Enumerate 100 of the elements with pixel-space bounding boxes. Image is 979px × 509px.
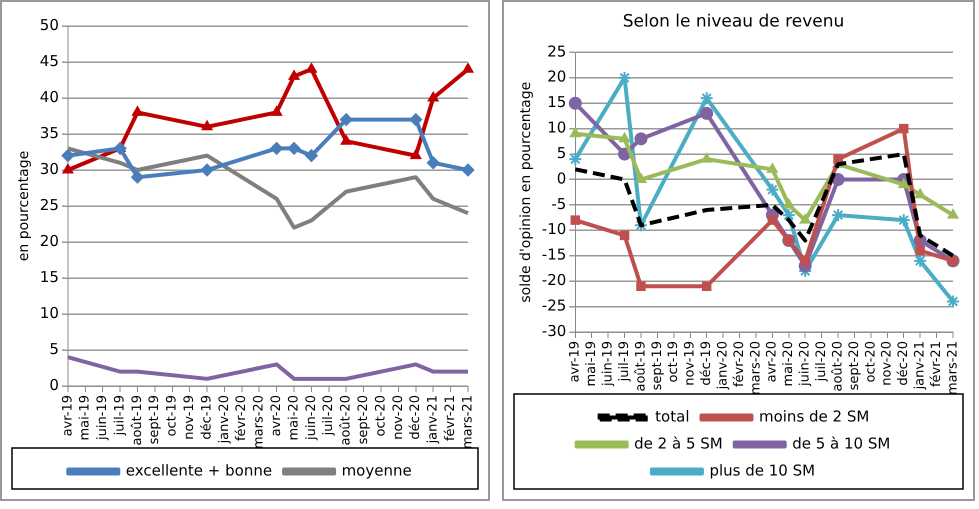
x-tick-label: oct-19 — [164, 395, 180, 436]
x-tick-label: août-19 — [633, 341, 648, 392]
point — [898, 124, 908, 134]
x-tick-label: déc-20 — [408, 395, 424, 440]
y-tick-label: 5 — [556, 144, 566, 162]
point — [288, 70, 300, 80]
x-tick-label: déc-20 — [896, 341, 912, 386]
y-tick-label: 15 — [40, 268, 59, 286]
point — [700, 91, 714, 106]
x-tick-label: oct-19 — [666, 341, 682, 382]
point — [800, 214, 811, 224]
x-tick-label: déc-19 — [699, 341, 714, 386]
y-tick-label: 45 — [40, 52, 59, 70]
point — [783, 198, 794, 208]
x-tick-label: févr-21 — [928, 341, 944, 388]
point — [114, 142, 127, 155]
y-tick-label: 0 — [556, 169, 566, 188]
x-tick-label: juil-19 — [616, 341, 632, 382]
x-tick-label: févr-20 — [732, 341, 747, 388]
y-tick-label: -20 — [542, 271, 566, 290]
point — [340, 134, 352, 145]
x-tick-label: juin-20 — [798, 341, 813, 387]
point — [200, 164, 214, 177]
point — [132, 106, 144, 116]
y-axis-title: en pourcentage — [16, 150, 32, 262]
point — [462, 62, 474, 73]
x-tick-label: mai-20 — [286, 395, 302, 441]
point — [130, 170, 144, 184]
x-tick-label: sept-19 — [147, 395, 162, 444]
x-tick-label: juin-19 — [95, 395, 110, 441]
point — [270, 142, 284, 155]
point — [61, 149, 74, 162]
point — [426, 156, 440, 170]
x-tick-label: mars-20 — [252, 395, 267, 450]
x-tick-label: oct-20 — [373, 395, 388, 436]
point — [304, 149, 318, 162]
legend-label: moins de 2 SM — [758, 407, 870, 426]
y-tick-label: -30 — [542, 322, 566, 340]
point — [700, 106, 714, 120]
y-tick-label: 50 — [40, 16, 59, 34]
point — [428, 92, 439, 102]
x-tick-label: sept-20 — [356, 395, 371, 444]
y-tick-label: -15 — [542, 246, 566, 264]
x-tick-label: oct-20 — [863, 341, 878, 382]
y-tick-label: 10 — [40, 304, 59, 322]
legend-label: plus de 10 SM — [709, 461, 816, 480]
point — [270, 106, 282, 116]
x-tick-label: janv-20 — [216, 395, 232, 444]
legend-label: total — [655, 407, 690, 426]
y-tick-label: 5 — [49, 340, 59, 358]
x-tick-label: août-20 — [830, 341, 846, 392]
point — [201, 120, 213, 130]
y-tick-label: 35 — [40, 124, 59, 142]
y-tick-label: -10 — [542, 220, 566, 238]
x-tick-label: mars-20 — [748, 341, 764, 396]
point — [700, 152, 712, 163]
y-tick-label: -5 — [551, 194, 566, 213]
point — [947, 208, 959, 219]
y-tick-label: 20 — [547, 68, 566, 86]
point — [570, 127, 581, 138]
x-tick-label: janv-20 — [715, 341, 730, 390]
chart-title: Selon le niveau de revenu — [622, 12, 844, 32]
x-tick-label: mai-19 — [78, 395, 93, 441]
x-tick-label: août-20 — [338, 395, 354, 446]
x-tick-label: janv-21 — [912, 341, 928, 390]
x-tick-label: juin-19 — [600, 341, 616, 387]
x-tick-label: avr-19 — [568, 341, 583, 382]
y-tick-label: 25 — [40, 196, 59, 214]
x-tick-label: sept-19 — [650, 341, 665, 390]
x-tick-label: déc-19 — [199, 395, 214, 440]
x-tick-label: avr-19 — [60, 395, 76, 436]
point — [409, 113, 422, 126]
legend-label: excellente + bonne — [126, 461, 272, 480]
point — [634, 132, 648, 146]
point — [568, 96, 582, 110]
x-tick-label: mai-20 — [781, 341, 796, 387]
point — [765, 182, 780, 197]
point — [768, 215, 778, 225]
x-tick-label: mars-21 — [945, 341, 960, 396]
point — [915, 246, 925, 256]
x-tick-label: avr-20 — [269, 395, 284, 436]
x-tick-label: janv-21 — [426, 395, 441, 444]
point — [766, 162, 778, 173]
x-tick-label: juil-20 — [814, 341, 829, 382]
point — [462, 164, 474, 177]
legend-label: de 5 à 10 SM — [792, 434, 890, 452]
x-tick-label: nov-20 — [880, 341, 895, 386]
point — [568, 152, 582, 166]
legend-label: de 2 à 5 SM — [634, 434, 723, 452]
point — [410, 149, 422, 160]
y-tick-label: 15 — [547, 93, 566, 112]
y-tick-label: 20 — [40, 232, 59, 250]
y-tick-label: -25 — [542, 296, 566, 314]
point — [702, 282, 712, 292]
point — [800, 256, 810, 266]
point — [570, 215, 580, 225]
x-tick-label: nov-19 — [182, 395, 198, 440]
point — [914, 188, 926, 198]
y-tick-label: 30 — [40, 160, 59, 178]
x-tick-label: mai-19 — [584, 341, 600, 387]
